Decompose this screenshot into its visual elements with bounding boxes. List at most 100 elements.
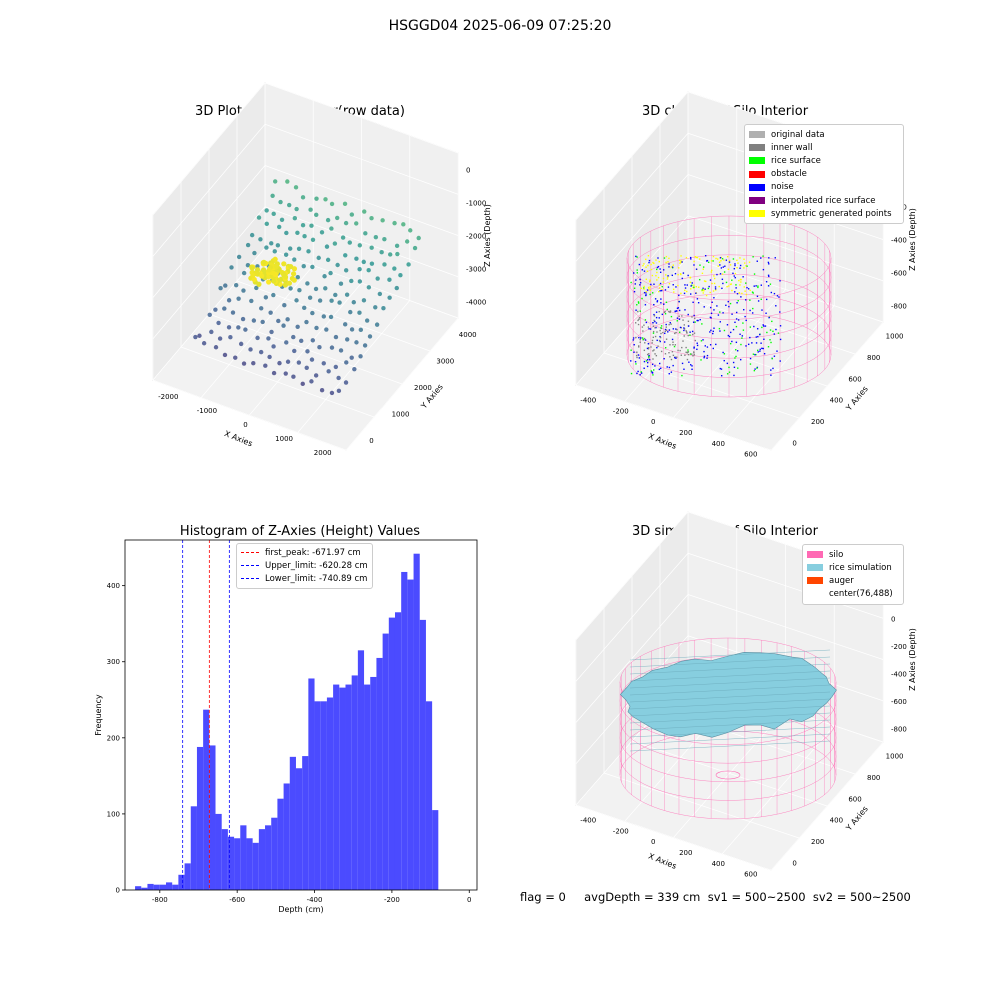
data-point <box>653 369 655 371</box>
data-point <box>704 345 706 347</box>
data-point <box>267 271 273 278</box>
grid-line <box>180 346 375 418</box>
data-point <box>674 272 677 275</box>
data-point <box>369 216 374 221</box>
data-point <box>768 316 771 318</box>
data-point <box>703 355 706 358</box>
data-point <box>250 272 256 278</box>
data-point <box>739 257 741 259</box>
data-point <box>768 275 770 278</box>
axis-pane <box>575 676 884 871</box>
data-point <box>635 336 637 339</box>
data-point <box>296 246 302 252</box>
data-point <box>325 257 331 263</box>
data-point <box>683 329 685 332</box>
data-point <box>664 347 667 349</box>
data-point <box>726 373 729 375</box>
data-point <box>282 270 289 276</box>
y-tick-label: 200 <box>811 418 824 426</box>
classify-legend: original data inner wall rice surface ob… <box>744 124 904 225</box>
data-point <box>744 315 746 318</box>
data-point <box>706 260 708 262</box>
data-point <box>766 331 768 334</box>
data-point <box>699 264 701 266</box>
data-point <box>416 235 421 241</box>
data-point <box>638 336 640 339</box>
data-point <box>374 322 380 327</box>
data-point <box>652 336 654 339</box>
data-point <box>333 364 339 370</box>
data-point <box>310 310 315 316</box>
data-point <box>669 356 671 358</box>
data-point <box>637 323 640 326</box>
data-point <box>382 236 387 242</box>
classify-plot-title: 3D classify of Silo Interior <box>641 104 809 119</box>
data-point <box>630 349 632 351</box>
grid-line <box>631 740 828 807</box>
data-point <box>678 331 681 333</box>
data-point <box>756 328 759 330</box>
legend-item: center(76,488) <box>807 588 899 601</box>
data-point <box>288 246 293 251</box>
data-point <box>755 353 757 356</box>
histogram-bar <box>388 617 395 890</box>
data-point <box>654 320 656 323</box>
data-point <box>388 252 393 257</box>
data-point <box>723 359 725 362</box>
data-point <box>269 329 274 335</box>
data-point <box>742 322 744 324</box>
data-point <box>301 263 306 269</box>
data-point <box>674 332 676 335</box>
data-point <box>319 230 325 235</box>
data-point <box>265 270 272 277</box>
data-point <box>673 291 675 293</box>
data-point <box>412 245 418 251</box>
data-point <box>756 366 759 369</box>
grid-line <box>603 352 800 419</box>
data-point <box>260 277 266 282</box>
y-axis-label: Frequency <box>94 694 103 736</box>
data-point <box>392 220 397 226</box>
grid-line <box>152 247 266 381</box>
data-point <box>770 369 772 371</box>
histogram-bar <box>295 768 303 890</box>
data-point <box>760 298 762 301</box>
histogram-title: Histogram of Z-Axies (Height) Values <box>179 524 421 539</box>
data-point <box>654 365 656 367</box>
histogram-bars <box>135 553 439 890</box>
data-point <box>668 329 671 331</box>
data-point <box>380 218 385 223</box>
data-point <box>645 294 647 296</box>
data-point <box>723 329 726 332</box>
data-point <box>702 268 704 270</box>
data-point <box>659 268 661 270</box>
data-point <box>719 264 721 266</box>
data-point <box>279 284 285 289</box>
legend-swatch <box>807 551 823 559</box>
data-point <box>644 339 647 341</box>
data-point <box>752 256 754 258</box>
data-point <box>267 270 273 276</box>
histogram-legend: first_peak: -671.97 cm Upper_limit: -620… <box>236 543 373 589</box>
data-point <box>665 261 667 264</box>
data-point <box>258 349 264 355</box>
legend-swatch <box>807 591 823 598</box>
grid-line <box>575 256 689 386</box>
data-point <box>641 269 644 271</box>
data-point <box>749 363 752 365</box>
data-point <box>696 342 698 344</box>
data-point <box>695 268 698 270</box>
data-point <box>740 278 742 281</box>
y-tick-label: 800 <box>867 354 880 362</box>
data-point <box>329 201 335 207</box>
data-point <box>641 297 643 300</box>
data-point <box>643 360 646 363</box>
data-point <box>667 286 670 288</box>
data-point <box>754 368 756 370</box>
simulation-rice-surface <box>619 649 837 780</box>
grid-line <box>603 772 800 839</box>
histogram-bar <box>215 813 222 890</box>
data-point <box>693 347 695 349</box>
histogram-bar <box>357 650 365 890</box>
data-point <box>708 285 710 288</box>
